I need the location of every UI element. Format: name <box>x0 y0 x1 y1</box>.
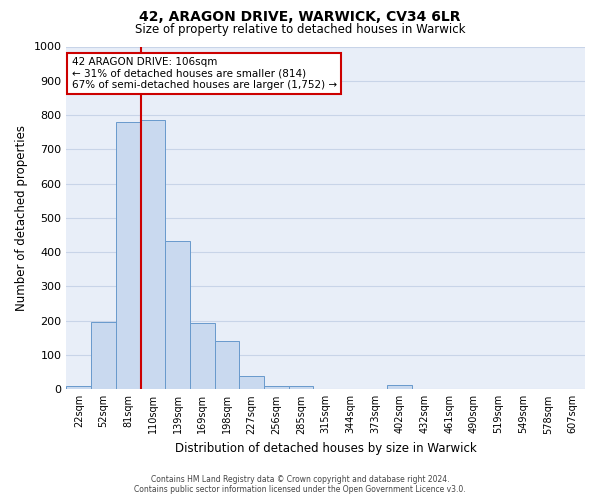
Bar <box>190 324 215 390</box>
Bar <box>116 122 140 390</box>
Bar <box>91 322 116 390</box>
Bar <box>388 385 412 390</box>
Bar <box>239 376 264 390</box>
Text: Size of property relative to detached houses in Warwick: Size of property relative to detached ho… <box>135 22 465 36</box>
Bar <box>140 120 165 390</box>
X-axis label: Distribution of detached houses by size in Warwick: Distribution of detached houses by size … <box>175 442 476 455</box>
Bar <box>67 386 91 390</box>
Text: 42, ARAGON DRIVE, WARWICK, CV34 6LR: 42, ARAGON DRIVE, WARWICK, CV34 6LR <box>139 10 461 24</box>
Bar <box>289 386 313 390</box>
Text: Contains HM Land Registry data © Crown copyright and database right 2024.
Contai: Contains HM Land Registry data © Crown c… <box>134 474 466 494</box>
Y-axis label: Number of detached properties: Number of detached properties <box>15 125 28 311</box>
Bar <box>264 386 289 390</box>
Bar <box>165 241 190 390</box>
Text: 42 ARAGON DRIVE: 106sqm
← 31% of detached houses are smaller (814)
67% of semi-d: 42 ARAGON DRIVE: 106sqm ← 31% of detache… <box>71 57 337 90</box>
Bar <box>215 342 239 390</box>
